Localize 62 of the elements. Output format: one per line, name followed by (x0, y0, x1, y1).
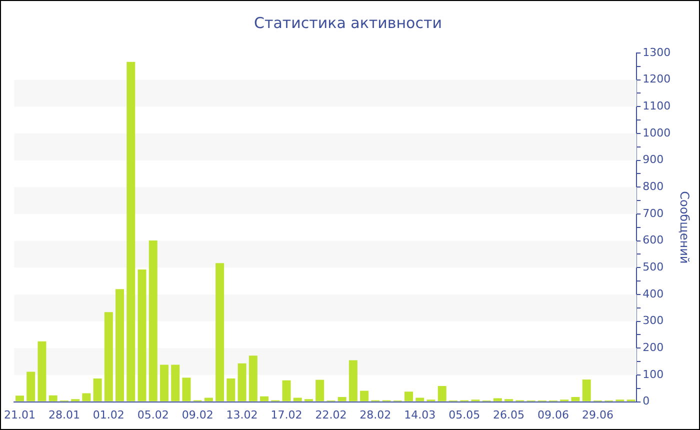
y-tick-label: 1200 (642, 72, 671, 86)
bar (282, 380, 291, 402)
x-tick-label: 14.03 (404, 408, 436, 422)
bar (82, 393, 91, 402)
bar (15, 396, 24, 402)
bar (48, 395, 58, 402)
chart-title: Статистика активности (254, 14, 442, 32)
x-tick-label: 09.06 (537, 408, 569, 422)
x-tick-label: 22.02 (315, 408, 347, 422)
y-tick-label: 1100 (642, 100, 671, 113)
x-tick-label: 29.06 (582, 408, 614, 422)
bar (260, 396, 269, 402)
bar (160, 364, 168, 402)
y-tick-label: 900 (642, 153, 664, 166)
bar (171, 364, 180, 402)
bar (38, 341, 46, 402)
bar (582, 380, 591, 402)
x-tick-label: 09.02 (182, 408, 214, 422)
x-tick-label: 05.05 (448, 408, 480, 422)
y-tick-label: 100 (642, 368, 664, 381)
y-axis-title: Сообщений (678, 191, 692, 264)
bar (348, 360, 358, 402)
y-tick-label: 500 (642, 260, 664, 274)
bar (238, 363, 246, 402)
bar (416, 398, 424, 402)
x-tick-label: 28.02 (360, 408, 392, 422)
bar (182, 378, 191, 402)
bar (226, 378, 236, 402)
x-tick-label: 17.02 (270, 408, 302, 422)
x-tick-label: 21.01 (4, 408, 36, 422)
y-tick-label: 300 (642, 314, 664, 328)
x-tick-label: 01.02 (92, 408, 124, 422)
y-tick-label: 200 (642, 341, 664, 354)
bar (438, 386, 446, 402)
bar (126, 62, 136, 402)
bar (338, 396, 346, 402)
bar (571, 396, 580, 402)
y-tick-label: 600 (642, 234, 664, 247)
x-tick-label: 05.02 (137, 408, 169, 422)
y-tick-label: 0 (642, 394, 650, 408)
bar (360, 390, 369, 402)
bar (493, 398, 502, 402)
x-tick-label: 26.05 (493, 408, 525, 422)
y-tick-label: 800 (642, 180, 664, 194)
y-tick-label: 1300 (642, 46, 671, 59)
bar (26, 372, 36, 402)
bar (138, 270, 146, 402)
bar (148, 240, 158, 402)
x-tick-label: 28.01 (48, 408, 80, 422)
bar (93, 378, 102, 402)
bar (216, 263, 224, 402)
bar (116, 289, 124, 402)
y-tick-label: 700 (642, 206, 664, 220)
y-tick-label: 400 (642, 287, 664, 300)
bar (104, 312, 113, 402)
bar (248, 356, 258, 402)
bar (404, 392, 414, 402)
x-tick-label: 13.02 (226, 408, 258, 422)
bar (204, 398, 213, 402)
bar (316, 380, 324, 402)
y-tick-label: 1000 (642, 126, 671, 140)
bar (293, 398, 302, 402)
